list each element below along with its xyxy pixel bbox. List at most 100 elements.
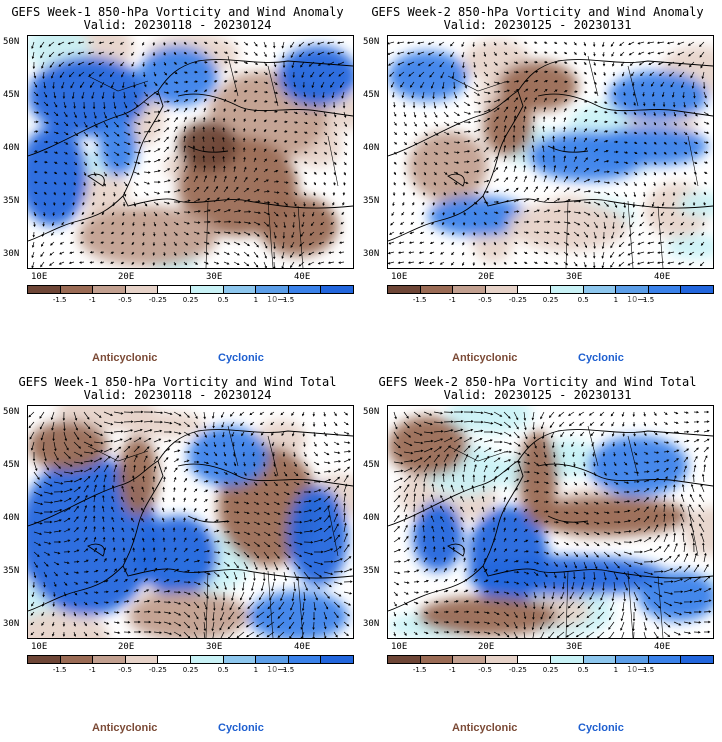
anticyclonic-label: Anticyclonic <box>452 722 518 734</box>
lon-label: 40E <box>294 272 311 282</box>
panel-title: GEFS Week-2 850-hPa Vorticity and Wind A… <box>371 5 704 19</box>
colorbar-label: 1.5 <box>643 296 655 304</box>
colorbar-swatch <box>125 286 159 293</box>
lat-label: 35N <box>363 566 380 576</box>
colorbar-label: 1.5 <box>283 296 295 304</box>
panel-title: GEFS Week-2 850-hPa Vorticity and Wind T… <box>378 375 697 389</box>
lat-label: 30N <box>363 619 380 629</box>
colorbar-swatch <box>648 656 682 663</box>
colorbar-label: 1 <box>613 666 619 674</box>
colorbar-label: -0.5 <box>478 666 492 674</box>
colorbar-swatch <box>550 656 584 663</box>
colorbar <box>27 285 354 294</box>
colorbar-swatch <box>681 286 713 293</box>
lat-label: 35N <box>3 566 20 576</box>
colorbar-label: 0.25 <box>542 296 559 304</box>
panel-title: GEFS Week-1 850-hPa Vorticity and Wind T… <box>18 375 337 389</box>
colorbar <box>387 655 714 664</box>
colorbar-swatch <box>28 656 61 663</box>
panel-title: GEFS Week-1 850-hPa Vorticity and Wind A… <box>11 5 344 19</box>
lat-label: 30N <box>3 619 20 629</box>
panel-valid-dates: Valid: 20230125 - 20230131 <box>443 18 632 32</box>
colorbar-swatch <box>190 656 224 663</box>
lon-label: 30E <box>206 642 223 652</box>
colorbar-label: 0.5 <box>217 666 229 674</box>
map-area <box>387 405 714 639</box>
map-area <box>27 405 354 639</box>
colorbar-label: -0.5 <box>118 666 132 674</box>
colorbar-swatch <box>583 656 617 663</box>
colorbar-swatch <box>583 286 617 293</box>
colorbar-swatch <box>550 286 584 293</box>
colorbar-label: -1.5 <box>412 666 427 674</box>
colorbar-label: 0.25 <box>182 296 199 304</box>
lon-label: 20E <box>118 642 135 652</box>
colorbar-label: 1 <box>253 296 259 304</box>
colorbar-swatch <box>256 286 289 293</box>
anticyclonic-label: Anticyclonic <box>452 352 518 364</box>
colorbar-swatch <box>60 286 94 293</box>
vector-reference-value: 10 <box>627 295 638 304</box>
lat-label: 40N <box>363 143 380 153</box>
vorticity-wind-map <box>388 406 713 638</box>
colorbar-swatch <box>453 286 486 293</box>
lat-label: 45N <box>363 460 380 470</box>
colorbar-label: -0.5 <box>118 296 132 304</box>
colorbar-label: 1.5 <box>283 666 295 674</box>
cyclonic-label: Cyclonic <box>578 722 624 734</box>
colorbar-swatch <box>321 656 353 663</box>
lat-label: 35N <box>3 196 20 206</box>
lat-label: 30N <box>363 249 380 259</box>
colorbar-label: -1.5 <box>412 296 427 304</box>
lon-label: 20E <box>478 642 495 652</box>
colorbar-label: -0.5 <box>478 296 492 304</box>
anticyclonic-label: Anticyclonic <box>92 352 158 364</box>
map-panel-1: GEFS Week-1 850-hPa Vorticity and Wind A… <box>0 0 355 368</box>
colorbar-swatch <box>648 286 682 293</box>
colorbar-label: -1 <box>88 296 96 304</box>
lon-label: 30E <box>206 272 223 282</box>
colorbar-label: 0.5 <box>577 296 589 304</box>
colorbar-swatch <box>288 656 322 663</box>
colorbar-swatch <box>420 286 454 293</box>
colorbar-swatch <box>288 286 322 293</box>
colorbar-label: 0.5 <box>577 666 589 674</box>
colorbar-swatch <box>485 656 519 663</box>
colorbar-label: -0.25 <box>148 296 167 304</box>
lon-label: 40E <box>654 642 671 652</box>
colorbar <box>27 655 354 664</box>
lon-label: 20E <box>478 272 495 282</box>
colorbar-swatch <box>321 286 353 293</box>
lat-label: 40N <box>363 513 380 523</box>
colorbar-swatch <box>485 286 519 293</box>
vector-reference: 10 <box>267 665 287 674</box>
colorbar-swatch <box>93 286 126 293</box>
colorbar-label: -0.25 <box>148 666 167 674</box>
colorbar-swatch <box>223 286 257 293</box>
anticyclonic-label: Anticyclonic <box>92 722 158 734</box>
colorbar-label: 1.5 <box>643 666 655 674</box>
cyclonic-label: Cyclonic <box>218 722 264 734</box>
colorbar-label: 1 <box>253 666 259 674</box>
cyclonic-label: Cyclonic <box>578 352 624 364</box>
lon-label: 40E <box>294 642 311 652</box>
colorbar-label: 1 <box>613 296 619 304</box>
vector-reference-value: 10 <box>627 665 638 674</box>
lat-label: 50N <box>3 407 20 417</box>
lat-label: 30N <box>3 249 20 259</box>
lat-label: 35N <box>363 196 380 206</box>
vector-reference: 10 <box>627 665 647 674</box>
colorbar-swatch <box>256 656 289 663</box>
colorbar-swatch <box>420 656 454 663</box>
colorbar-label: 0.25 <box>182 666 199 674</box>
colorbar-label: -0.25 <box>508 296 527 304</box>
colorbar-label: -0.25 <box>508 666 527 674</box>
vector-reference: 10 <box>267 295 287 304</box>
panel-valid-dates: Valid: 20230118 - 20230124 <box>83 388 272 402</box>
vorticity-wind-map <box>388 36 713 268</box>
colorbar-label: -1.5 <box>52 296 67 304</box>
vector-reference: 10 <box>627 295 647 304</box>
colorbar-swatch <box>60 656 94 663</box>
lon-label: 10E <box>31 272 48 282</box>
lon-label: 10E <box>391 642 408 652</box>
